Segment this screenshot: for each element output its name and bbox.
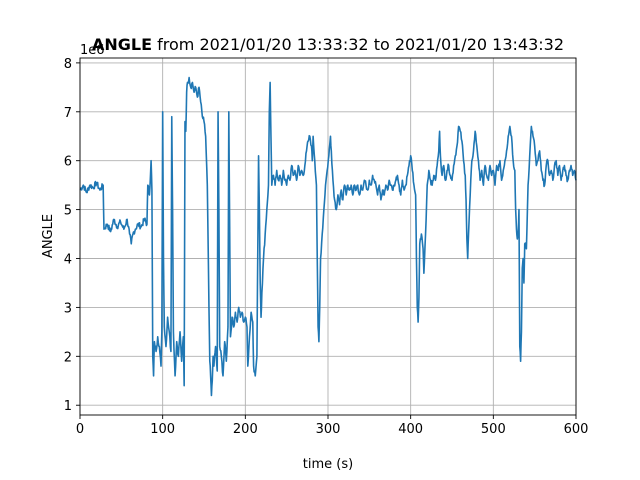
y-tick-label: 5 [64, 204, 72, 219]
y-tick-label: 4 [64, 253, 72, 268]
x-axis-label: time (s) [303, 457, 353, 472]
y-tick-label: 7 [64, 106, 72, 121]
angle-series-line [79, 76, 577, 397]
y-axis-label: ANGLE [41, 214, 56, 258]
chart-title: ANGLE from 2021/01/20 13:33:32 to 2021/0… [92, 35, 564, 54]
y-offset-label: 1e6 [80, 43, 105, 58]
y-tick-label: 3 [64, 301, 72, 316]
x-tick-label: 100 [150, 422, 175, 437]
chart-title-rest: from 2021/01/20 13:33:32 to 2021/01/20 1… [152, 35, 564, 54]
y-axis-ticks: 1 2 3 4 5 6 7 8 [64, 57, 80, 414]
y-tick-label: 8 [64, 57, 72, 72]
y-tick-label: 1 [64, 399, 72, 414]
x-tick-label: 300 [316, 422, 341, 437]
y-tick-label: 2 [64, 350, 72, 365]
x-axis-ticks: 0 100 200 300 400 500 600 [76, 415, 589, 437]
y-tick-label: 6 [64, 155, 72, 170]
x-tick-label: 200 [233, 422, 258, 437]
x-tick-label: 400 [398, 422, 423, 437]
x-tick-label: 0 [76, 422, 84, 437]
x-tick-label: 600 [564, 422, 589, 437]
chart-title-bold: ANGLE [92, 35, 152, 54]
series-layer [79, 76, 577, 397]
x-tick-label: 500 [481, 422, 506, 437]
